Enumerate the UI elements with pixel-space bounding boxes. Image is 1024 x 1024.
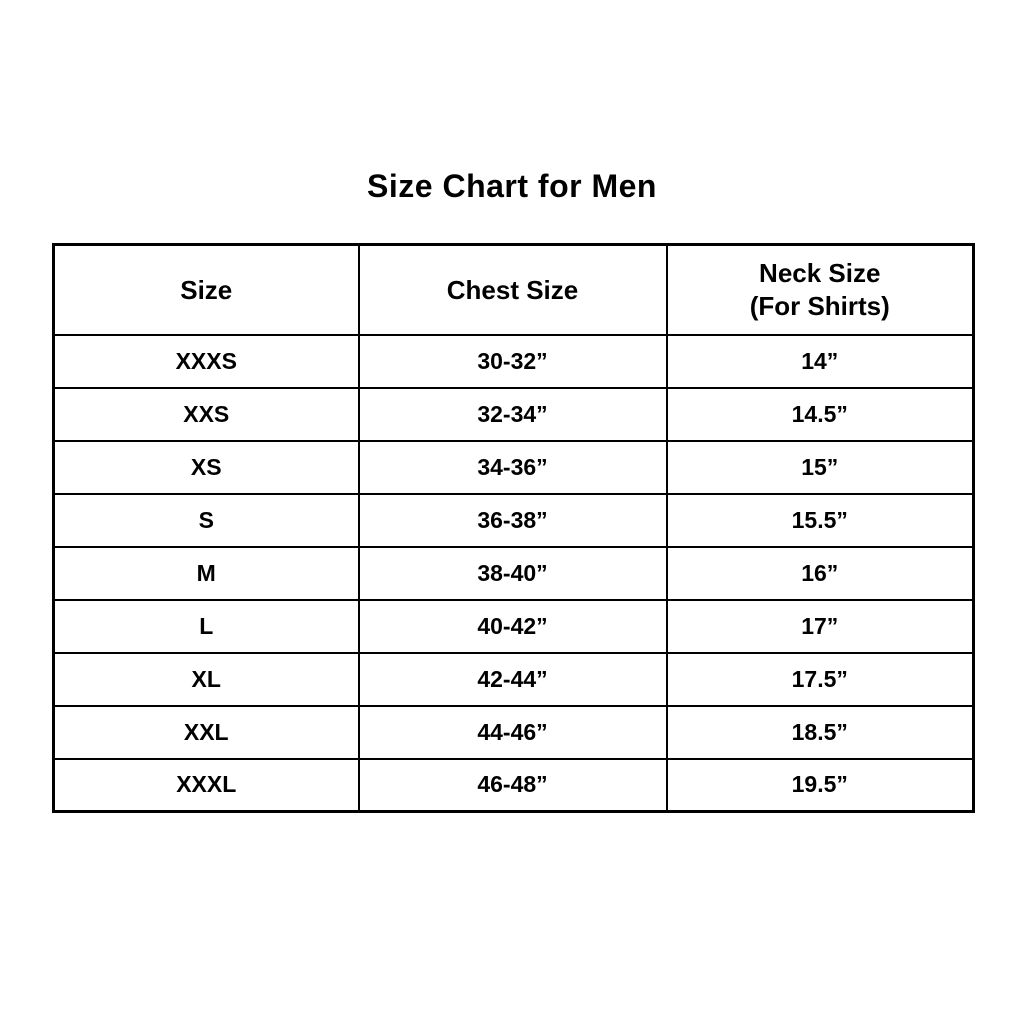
column-header-sublabel: (For Shirts) [749, 290, 890, 321]
size-cell: XS [52, 439, 360, 495]
size-cell: XXXS [52, 333, 360, 389]
column-header-chest-size: Chest Size [357, 243, 668, 336]
column-header-neck-size: Neck Size (For Shirts) [665, 243, 975, 336]
size-cell: L [52, 598, 360, 654]
neck-size-cell: 14” [665, 333, 975, 389]
size-cell: XXS [52, 386, 360, 442]
neck-size-cell: 14.5” [665, 386, 975, 442]
column-header-label: Size [180, 274, 233, 305]
neck-size-cell: 17.5” [665, 651, 975, 707]
neck-size-cell: 15” [665, 439, 975, 495]
size-cell: S [52, 492, 360, 548]
chest-size-cell: 30-32” [357, 333, 668, 389]
neck-size-cell: 18.5” [665, 704, 975, 760]
chest-size-cell: 40-42” [357, 598, 668, 654]
chest-size-cell: 44-46” [357, 704, 668, 760]
table-row: XS 34-36” 15” [52, 439, 975, 495]
chest-size-cell: 32-34” [357, 386, 668, 442]
table-row: S 36-38” 15.5” [52, 492, 975, 548]
size-cell: XXL [52, 704, 360, 760]
table-header-row: Size Chest Size Neck Size (For Shirts) [52, 243, 975, 336]
chest-size-cell: 42-44” [357, 651, 668, 707]
chest-size-cell: 38-40” [357, 545, 668, 601]
table-row: XXXL 46-48” 19.5” [52, 757, 975, 813]
neck-size-cell: 16” [665, 545, 975, 601]
column-header-label: Chest Size [446, 274, 579, 305]
page-title: Size Chart for Men [367, 168, 657, 204]
size-cell: M [52, 545, 360, 601]
column-header-label: Neck Size [759, 258, 881, 289]
table-row: M 38-40” 16” [52, 545, 975, 601]
column-header-size: Size [52, 243, 360, 336]
neck-size-cell: 17” [665, 598, 975, 654]
chest-size-cell: 34-36” [357, 439, 668, 495]
table-row: L 40-42” 17” [52, 598, 975, 654]
neck-size-cell: 15.5” [665, 492, 975, 548]
neck-size-cell: 19.5” [665, 757, 975, 813]
table-row: XXS 32-34” 14.5” [52, 386, 975, 442]
table-row: XXL 44-46” 18.5” [52, 704, 975, 760]
size-chart-table: Size Chest Size Neck Size (For Shirts) X… [52, 243, 975, 813]
table-row: XL 42-44” 17.5” [52, 651, 975, 707]
table-row: XXXS 30-32” 14” [52, 333, 975, 389]
size-cell: XL [52, 651, 360, 707]
chest-size-cell: 46-48” [357, 757, 668, 813]
chest-size-cell: 36-38” [357, 492, 668, 548]
size-cell: XXXL [52, 757, 360, 813]
